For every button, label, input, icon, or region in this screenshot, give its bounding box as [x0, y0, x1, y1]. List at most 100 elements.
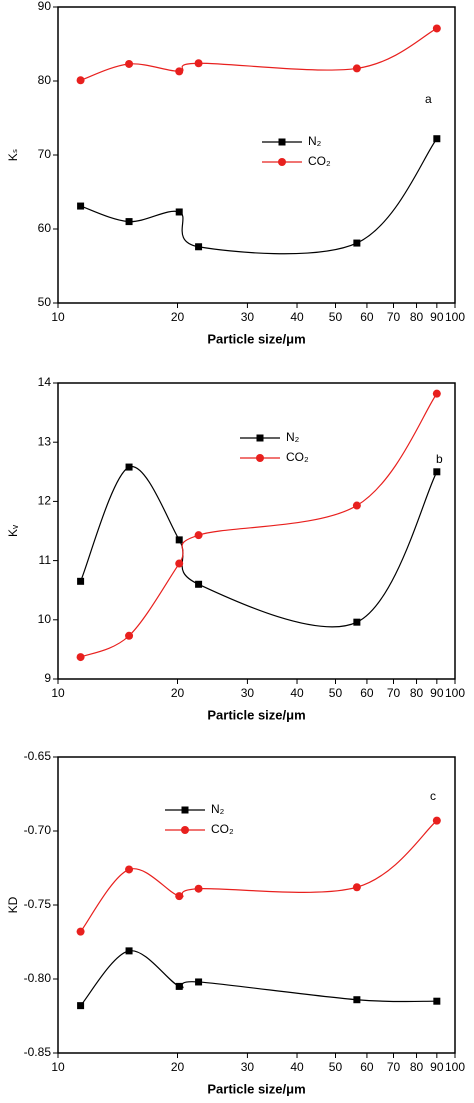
series-line [80, 950, 437, 1007]
plot-frame [57, 382, 456, 680]
marker [433, 135, 441, 143]
marker [175, 892, 184, 901]
series-line [80, 820, 438, 933]
marker [195, 243, 203, 251]
x-tick-label: 50 [329, 310, 343, 324]
x-tick-label: 90 [430, 1060, 444, 1074]
y-tick-label: 14 [38, 375, 52, 389]
x-tick-label: 40 [290, 1060, 304, 1074]
legend-label: CO₂ [211, 822, 234, 836]
series-line [80, 466, 438, 628]
y-tick-label: 90 [38, 0, 52, 13]
marker [125, 218, 133, 226]
x-tick-label: 20 [171, 310, 185, 324]
x-axis-title: Particle size/μm [207, 707, 305, 722]
annotation: c [430, 789, 436, 803]
marker [125, 631, 134, 640]
annotation: b [436, 452, 443, 466]
x-tick-label: 20 [171, 686, 185, 700]
y-tick-label: 10 [38, 612, 52, 626]
legend-marker [256, 454, 264, 462]
x-tick-label: 90 [430, 310, 444, 324]
plot-frame [57, 6, 456, 304]
y-tick-label: -0.75 [24, 897, 52, 911]
annotation: a [425, 92, 432, 106]
marker [175, 67, 184, 76]
x-tick-label: 10 [51, 1060, 65, 1074]
marker [175, 559, 184, 568]
legend-label: CO₂ [286, 450, 309, 464]
x-tick-label: 80 [410, 310, 424, 324]
legend-marker [181, 806, 189, 814]
y-tick-label: 80 [38, 73, 52, 87]
marker [433, 468, 441, 476]
legend-marker [278, 158, 286, 166]
marker [125, 59, 134, 68]
series-line [80, 393, 438, 658]
x-tick-label: 60 [360, 686, 374, 700]
legend-label: N₂ [211, 802, 225, 816]
marker [353, 239, 361, 247]
x-tick-label: 50 [329, 1060, 343, 1074]
marker [175, 536, 183, 544]
marker [76, 927, 85, 936]
marker [175, 982, 183, 990]
x-tick-label: 20 [171, 1060, 185, 1074]
x-tick-label: 100 [445, 1060, 465, 1074]
marker [195, 580, 203, 588]
y-tick-label: 12 [38, 494, 52, 508]
y-tick-label: 70 [38, 147, 52, 161]
y-tick-label: 9 [44, 671, 51, 685]
y-tick-label: 13 [38, 434, 52, 448]
x-tick-label: 100 [445, 310, 465, 324]
marker [77, 202, 85, 210]
series-line [80, 27, 438, 81]
plot-frame [57, 756, 456, 1054]
y-tick-label: 11 [39, 553, 52, 567]
x-tick-label: 30 [241, 310, 255, 324]
marker [76, 76, 85, 85]
y-tick-label: -0.80 [24, 971, 52, 985]
series-line [80, 138, 438, 255]
x-tick-label: 90 [430, 686, 444, 700]
x-tick-label: 40 [290, 310, 304, 324]
y-tick-label: 50 [38, 295, 52, 309]
x-tick-label: 10 [51, 686, 65, 700]
x-axis-title: Particle size/μm [207, 331, 305, 346]
marker [76, 653, 85, 662]
marker [125, 947, 133, 955]
y-tick-label: 60 [38, 221, 52, 235]
x-tick-label: 30 [241, 1060, 255, 1074]
marker [77, 577, 85, 585]
marker [352, 64, 361, 73]
y-tick-label: -0.85 [24, 1045, 52, 1059]
y-tick-label: -0.65 [24, 749, 52, 763]
x-tick-label: 80 [410, 1060, 424, 1074]
marker [194, 59, 203, 68]
legend-label: N₂ [308, 134, 322, 148]
x-tick-label: 10 [51, 310, 65, 324]
marker [432, 389, 441, 398]
legend-marker [256, 434, 264, 442]
y-axis-title: KD [6, 896, 20, 913]
y-axis-title: Kₛ [6, 149, 20, 161]
marker [352, 501, 361, 510]
marker [125, 463, 133, 471]
x-tick-label: 50 [329, 686, 343, 700]
x-tick-label: 100 [445, 686, 465, 700]
x-tick-label: 70 [387, 686, 401, 700]
legend-marker [181, 826, 189, 834]
x-tick-label: 70 [387, 1060, 401, 1074]
marker [125, 865, 134, 874]
x-axis-title: Particle size/μm [207, 1081, 305, 1096]
x-tick-label: 30 [241, 686, 255, 700]
marker [194, 884, 203, 893]
marker [353, 996, 361, 1004]
marker [353, 618, 361, 626]
marker [433, 997, 441, 1005]
panel: -0.85 -0.80 -0.75 -0.70 -0.65 10 20 30 40 50 60 70 8… [6, 749, 465, 1096]
marker [195, 978, 203, 986]
